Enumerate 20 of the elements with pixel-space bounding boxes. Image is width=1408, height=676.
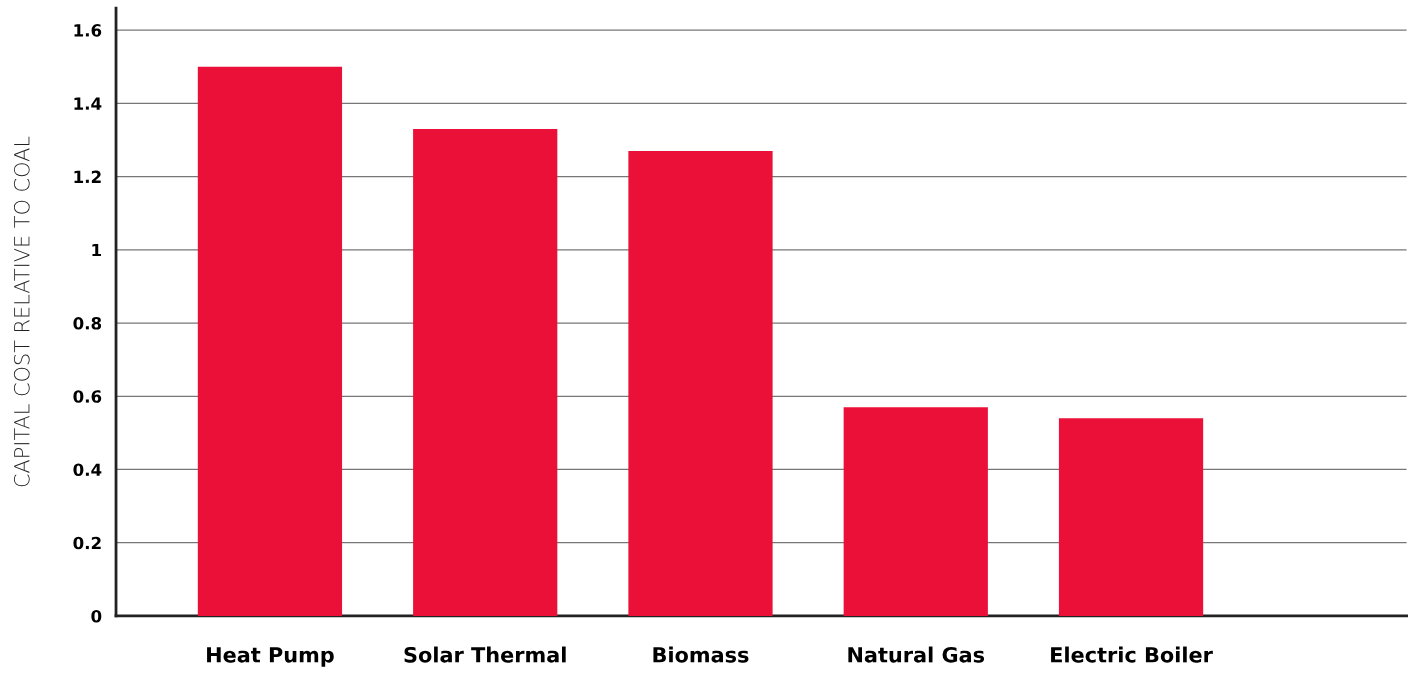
bar: [843, 407, 988, 616]
x-tick-label: Heat Pump: [207, 647, 334, 667]
y-tick-label: 0: [91, 609, 102, 623]
x-tick-label: Solar Thermal: [404, 646, 566, 663]
bar: [413, 128, 558, 616]
bar: [628, 150, 773, 616]
x-tick-label: Natural Gas: [848, 646, 985, 663]
y-tick-label: 1.2: [74, 170, 101, 183]
x-tick-label: Biomass: [653, 646, 749, 663]
y-tick-label: 1: [92, 243, 101, 257]
bar: [1058, 418, 1204, 616]
y-tick-label: 1.4: [74, 97, 102, 110]
y-tick-label: 0.8: [73, 316, 102, 330]
y-tick-label: 0.6: [73, 390, 102, 403]
y-axis-title: CAPITAL COST RELATIVE TO COAL: [13, 136, 30, 487]
y-tick-label: 0.4: [73, 463, 102, 477]
y-tick-label: 1.6: [74, 24, 102, 37]
y-tick-label: 0.2: [73, 536, 101, 550]
x-tick-label: Electric Boiler: [1051, 646, 1213, 663]
bar: [197, 66, 343, 616]
